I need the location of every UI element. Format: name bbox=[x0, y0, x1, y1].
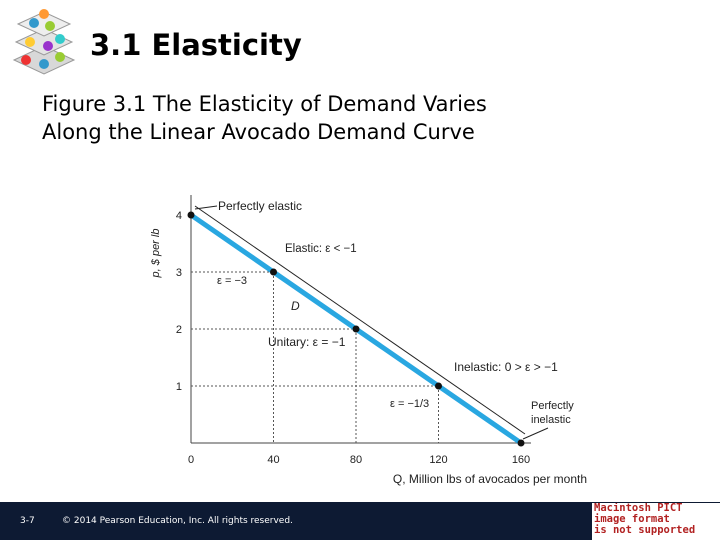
curve-label-d: D bbox=[291, 299, 300, 313]
annotation-elastic-range: Elastic: ε < −1 bbox=[285, 243, 357, 255]
demand-point bbox=[435, 382, 442, 390]
figure-title: Figure 3.1 The Elasticity of Demand Vari… bbox=[42, 90, 682, 146]
x-tick-label: 120 bbox=[429, 454, 447, 466]
copyright-notice: © 2014 Pearson Education, Inc. All right… bbox=[62, 516, 293, 526]
logo-stack bbox=[12, 9, 76, 75]
annotation-perfectly-inelastic-1: Perfectly bbox=[531, 400, 574, 412]
figure-title-line-2: Along the Linear Avocado Demand Curve bbox=[42, 120, 475, 144]
unsupported-image-notice: Macintosh PICT image format is not suppo… bbox=[592, 503, 720, 540]
pict-notice-line-1: Macintosh PICT bbox=[594, 503, 683, 514]
demand-point bbox=[270, 268, 277, 276]
range-bracket-line bbox=[194, 205, 526, 435]
annotation-inelastic-range: Inelastic: 0 > ε > −1 bbox=[454, 360, 558, 374]
plot-layer: 0 40 80 120 160 1 2 3 4 bbox=[176, 195, 549, 466]
y-tick-label: 1 bbox=[176, 381, 182, 393]
demand-point bbox=[517, 439, 525, 447]
slide-number: 3-7 bbox=[20, 516, 35, 526]
y-axis-label: p, $ per lb bbox=[150, 229, 162, 279]
leader-perfectly-elastic bbox=[194, 205, 218, 210]
y-tick-label: 3 bbox=[176, 267, 182, 279]
pict-notice-line-2: image format bbox=[594, 513, 670, 525]
x-tick-label: 80 bbox=[350, 454, 362, 466]
annotation-point-elastic: ε = −3 bbox=[217, 275, 247, 287]
annotation-unitary: Unitary: ε = −1 bbox=[268, 335, 346, 349]
annotation-perfectly-inelastic-2: inelastic bbox=[531, 414, 571, 426]
x-tick-label: 40 bbox=[267, 454, 279, 466]
annotation-point-inelastic: ε = −1/3 bbox=[390, 398, 429, 410]
y-tick-label: 4 bbox=[176, 210, 182, 222]
x-axis-label: Q, Million lbs of avocados per month bbox=[393, 472, 587, 486]
demand-point bbox=[352, 325, 360, 333]
demand-point bbox=[187, 211, 195, 219]
y-tick-label: 2 bbox=[176, 324, 182, 336]
demand-elasticity-chart: 0 40 80 120 160 1 2 3 4 p, $ per lb Q, Million l… bbox=[150, 195, 587, 486]
pict-notice-line-3: is not supported bbox=[594, 524, 696, 536]
x-tick-label: 160 bbox=[512, 454, 530, 466]
figure-title-line-1: Figure 3.1 The Elasticity of Demand Vari… bbox=[42, 92, 487, 116]
slide-title: 3.1 Elasticity bbox=[90, 28, 302, 62]
leader-perfectly-inelastic bbox=[522, 427, 549, 440]
publisher-logo bbox=[12, 9, 76, 75]
x-tick-label: 0 bbox=[188, 454, 194, 466]
annotation-perfectly-elastic: Perfectly elastic bbox=[218, 199, 302, 213]
